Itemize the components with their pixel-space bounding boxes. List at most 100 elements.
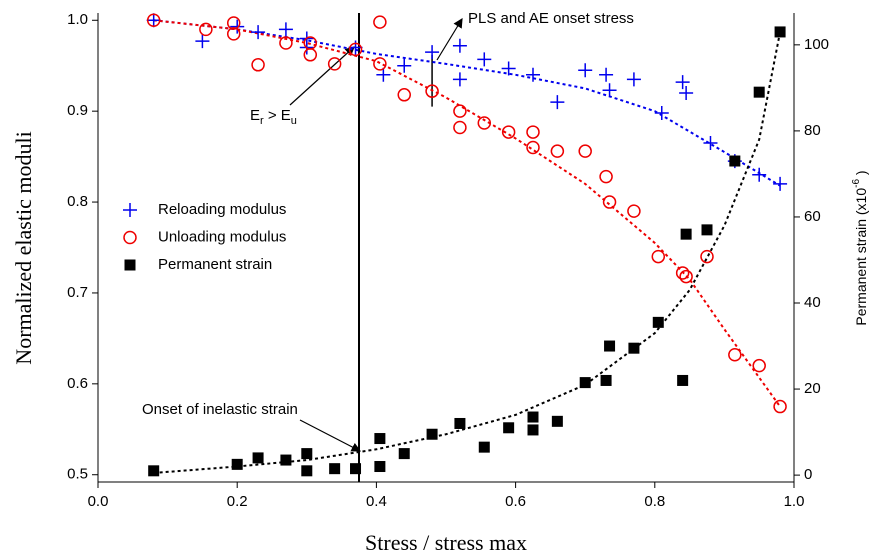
legend-marker	[123, 203, 137, 217]
point	[425, 45, 440, 60]
point	[728, 348, 742, 362]
arrow	[289, 46, 355, 106]
point	[626, 72, 641, 87]
point	[452, 72, 467, 87]
y2-tick-label: 60	[804, 208, 821, 225]
point	[527, 424, 539, 436]
y-tick-label: 1.0	[67, 11, 88, 28]
point	[301, 465, 313, 477]
x-tick-label: 1.0	[784, 493, 805, 510]
fit-line	[153, 19, 781, 408]
point	[251, 25, 266, 40]
point	[501, 125, 516, 139]
point	[680, 228, 692, 240]
y2-tick-label: 20	[804, 380, 821, 397]
legend-label: Unloading modulus	[158, 228, 286, 245]
point	[600, 374, 612, 386]
y2-axis-title: Permanent strain (x10-6 )	[851, 170, 869, 325]
legend-label: Permanent strain	[158, 256, 272, 273]
point	[376, 67, 391, 82]
point	[278, 22, 293, 37]
point	[478, 441, 490, 453]
point	[651, 249, 666, 264]
point	[452, 38, 467, 53]
point	[700, 249, 714, 264]
point	[327, 57, 342, 71]
point	[251, 58, 265, 72]
legend-marker	[123, 230, 137, 245]
arrow	[436, 17, 463, 61]
y-tick-label: 0.8	[67, 193, 88, 210]
fit-line	[153, 19, 781, 187]
y2-tick-label: 80	[804, 122, 821, 139]
point	[703, 135, 718, 150]
point	[199, 22, 213, 37]
point	[773, 399, 787, 414]
point	[373, 15, 387, 29]
x-tick-label: 0.4	[366, 493, 387, 510]
point	[675, 75, 690, 90]
point	[602, 195, 617, 209]
y-tick-label: 0.7	[67, 284, 88, 301]
x-tick-label: 0.6	[505, 493, 526, 510]
point	[578, 144, 592, 158]
x-tick-label: 0.2	[227, 493, 248, 510]
point	[477, 116, 492, 130]
point	[280, 454, 292, 466]
y2-tick-label: 0	[804, 466, 812, 483]
point	[146, 13, 161, 28]
legend-label: Reloading modulus	[158, 201, 286, 218]
point	[773, 176, 788, 191]
point	[426, 428, 438, 440]
point	[526, 140, 540, 155]
point	[550, 95, 565, 110]
point	[231, 458, 243, 470]
point	[578, 63, 593, 78]
y-tick-label: 0.9	[67, 102, 88, 119]
point	[551, 415, 563, 427]
point	[701, 224, 713, 236]
arrow	[299, 419, 362, 452]
point	[226, 16, 241, 30]
point	[329, 463, 341, 475]
point	[348, 42, 363, 57]
point	[652, 316, 664, 328]
point	[602, 83, 617, 98]
point	[654, 105, 669, 120]
point	[303, 48, 318, 62]
point	[226, 27, 241, 41]
point	[454, 417, 466, 429]
point	[374, 433, 386, 445]
y-tick-label: 0.6	[67, 375, 88, 392]
point	[599, 67, 614, 82]
point	[252, 452, 264, 464]
point	[397, 88, 411, 102]
point	[604, 340, 616, 352]
point	[729, 155, 741, 167]
annotation-part: > E	[264, 107, 291, 124]
y2-title-part: Permanent strain (x10	[853, 188, 869, 326]
point	[753, 86, 765, 98]
annotation-part: r	[260, 115, 264, 127]
point	[350, 463, 362, 475]
point	[526, 125, 540, 139]
point	[146, 13, 161, 28]
point	[501, 61, 516, 76]
point	[550, 144, 565, 158]
point	[599, 169, 613, 184]
point	[398, 448, 410, 460]
annotation: Onset of inelastic strain	[142, 401, 298, 418]
point	[677, 374, 689, 386]
point	[453, 104, 467, 118]
point	[453, 120, 467, 135]
point	[679, 85, 694, 100]
point	[148, 465, 160, 477]
point	[752, 167, 767, 182]
point	[373, 57, 387, 71]
fit-line	[153, 31, 782, 474]
y-tick-label: 0.5	[67, 466, 88, 483]
point	[774, 26, 786, 38]
point	[679, 269, 693, 284]
point	[303, 36, 318, 50]
